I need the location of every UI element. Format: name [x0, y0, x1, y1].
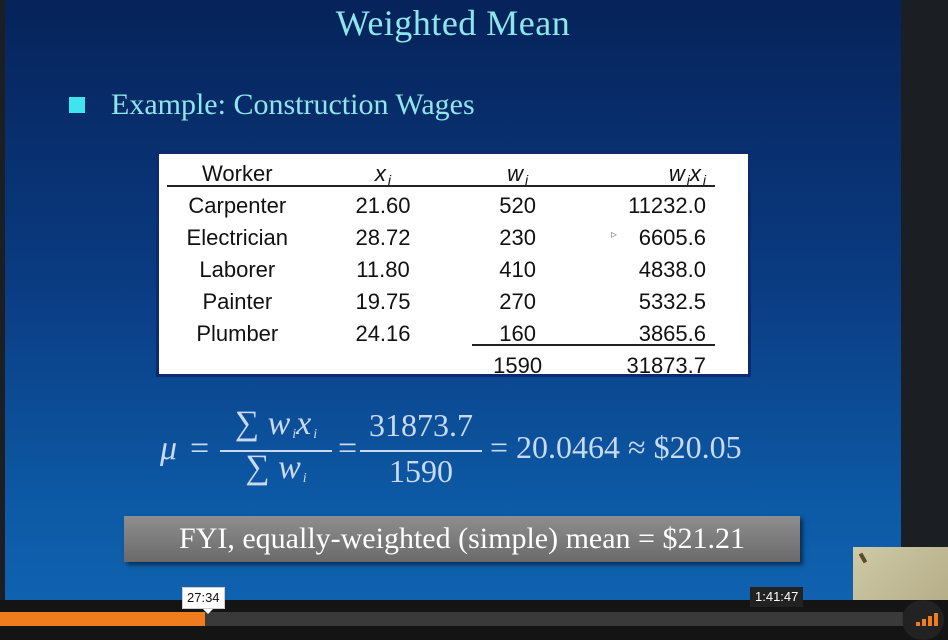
product-cell: 6605.6 — [638, 225, 706, 250]
worker-cell: Electrician — [186, 225, 289, 250]
current-time-tooltip: 27:34 — [182, 587, 225, 614]
webcam-thumbnail — [853, 547, 948, 607]
table-totals-row: 1590 31873.7 — [167, 350, 748, 382]
product-cell: 4838.0 — [638, 257, 706, 282]
sum-rule — [472, 344, 715, 346]
equals-sign: = — [190, 430, 210, 467]
header-worker: Worker — [202, 161, 273, 186]
table-row: Carpenter 21.60 520 11232.0 — [167, 190, 748, 222]
table-row: Electrician 28.72 230 6605.6 — [167, 222, 748, 254]
worker-cell: Plumber — [196, 321, 279, 346]
weight-cell: 230 — [499, 225, 536, 250]
volume-icon[interactable] — [916, 612, 946, 626]
wage-cell: 11.80 — [356, 257, 410, 282]
total-weight: 1590 — [493, 353, 543, 378]
numeric-numerator: 31873.7 — [369, 407, 473, 443]
numeric-denominator: 1590 — [389, 453, 453, 489]
symbolic-numerator: ∑ w ix i — [234, 405, 318, 442]
equals-sign: = — [338, 430, 358, 467]
square-bullet-icon — [69, 97, 85, 113]
product-cell: 11232.0 — [628, 193, 706, 218]
table-row: Painter 19.75 270 5332.5 — [167, 286, 748, 318]
header-rule — [167, 185, 715, 187]
worker-cell: Painter — [202, 289, 273, 314]
table-row: Laborer 11.80 410 4838.0 — [167, 254, 748, 286]
duration-label: 1:41:47 — [750, 587, 804, 607]
wage-cell: 24.16 — [355, 321, 411, 346]
mu-symbol: μ — [160, 430, 178, 467]
slide: Weighted Mean Example: Construction Wage… — [5, 0, 901, 600]
weight-cell: 270 — [499, 289, 536, 314]
total-product: 31873.7 — [626, 353, 706, 378]
product-cell: 3865.6 — [638, 321, 706, 346]
bullet-row: Example: Construction Wages — [69, 88, 475, 122]
weight-cell: 410 — [499, 257, 536, 282]
wage-cell: 19.75 — [355, 289, 411, 314]
slide-title: Weighted Mean — [335, 3, 571, 43]
progress-fill[interactable] — [0, 612, 206, 626]
progress-track[interactable] — [0, 612, 903, 626]
fyi-banner: FYI, equally-weighted (simple) mean = $2… — [124, 516, 800, 562]
fraction-bar — [220, 450, 332, 452]
product-cell: 5332.5 — [638, 289, 706, 314]
formula-result: = 20.0464 ≈ $20.05 — [490, 429, 742, 465]
webcam-object — [858, 552, 868, 564]
worker-cell: Carpenter — [188, 193, 287, 218]
header-wixi: w ix i — [668, 160, 706, 188]
bullet-text: Example: Construction Wages — [111, 88, 475, 121]
table-row: Plumber 24.16 160 3865.6 — [167, 318, 748, 350]
weight-cell: 520 — [499, 193, 536, 218]
wage-cell: 21.60 — [355, 193, 411, 218]
fraction-bar — [360, 450, 482, 452]
weight-cell: 160 — [499, 321, 536, 346]
mouse-cursor-icon: ▹ — [611, 227, 618, 241]
wage-cell: 28.72 — [355, 225, 411, 250]
worker-cell: Laborer — [199, 257, 276, 282]
